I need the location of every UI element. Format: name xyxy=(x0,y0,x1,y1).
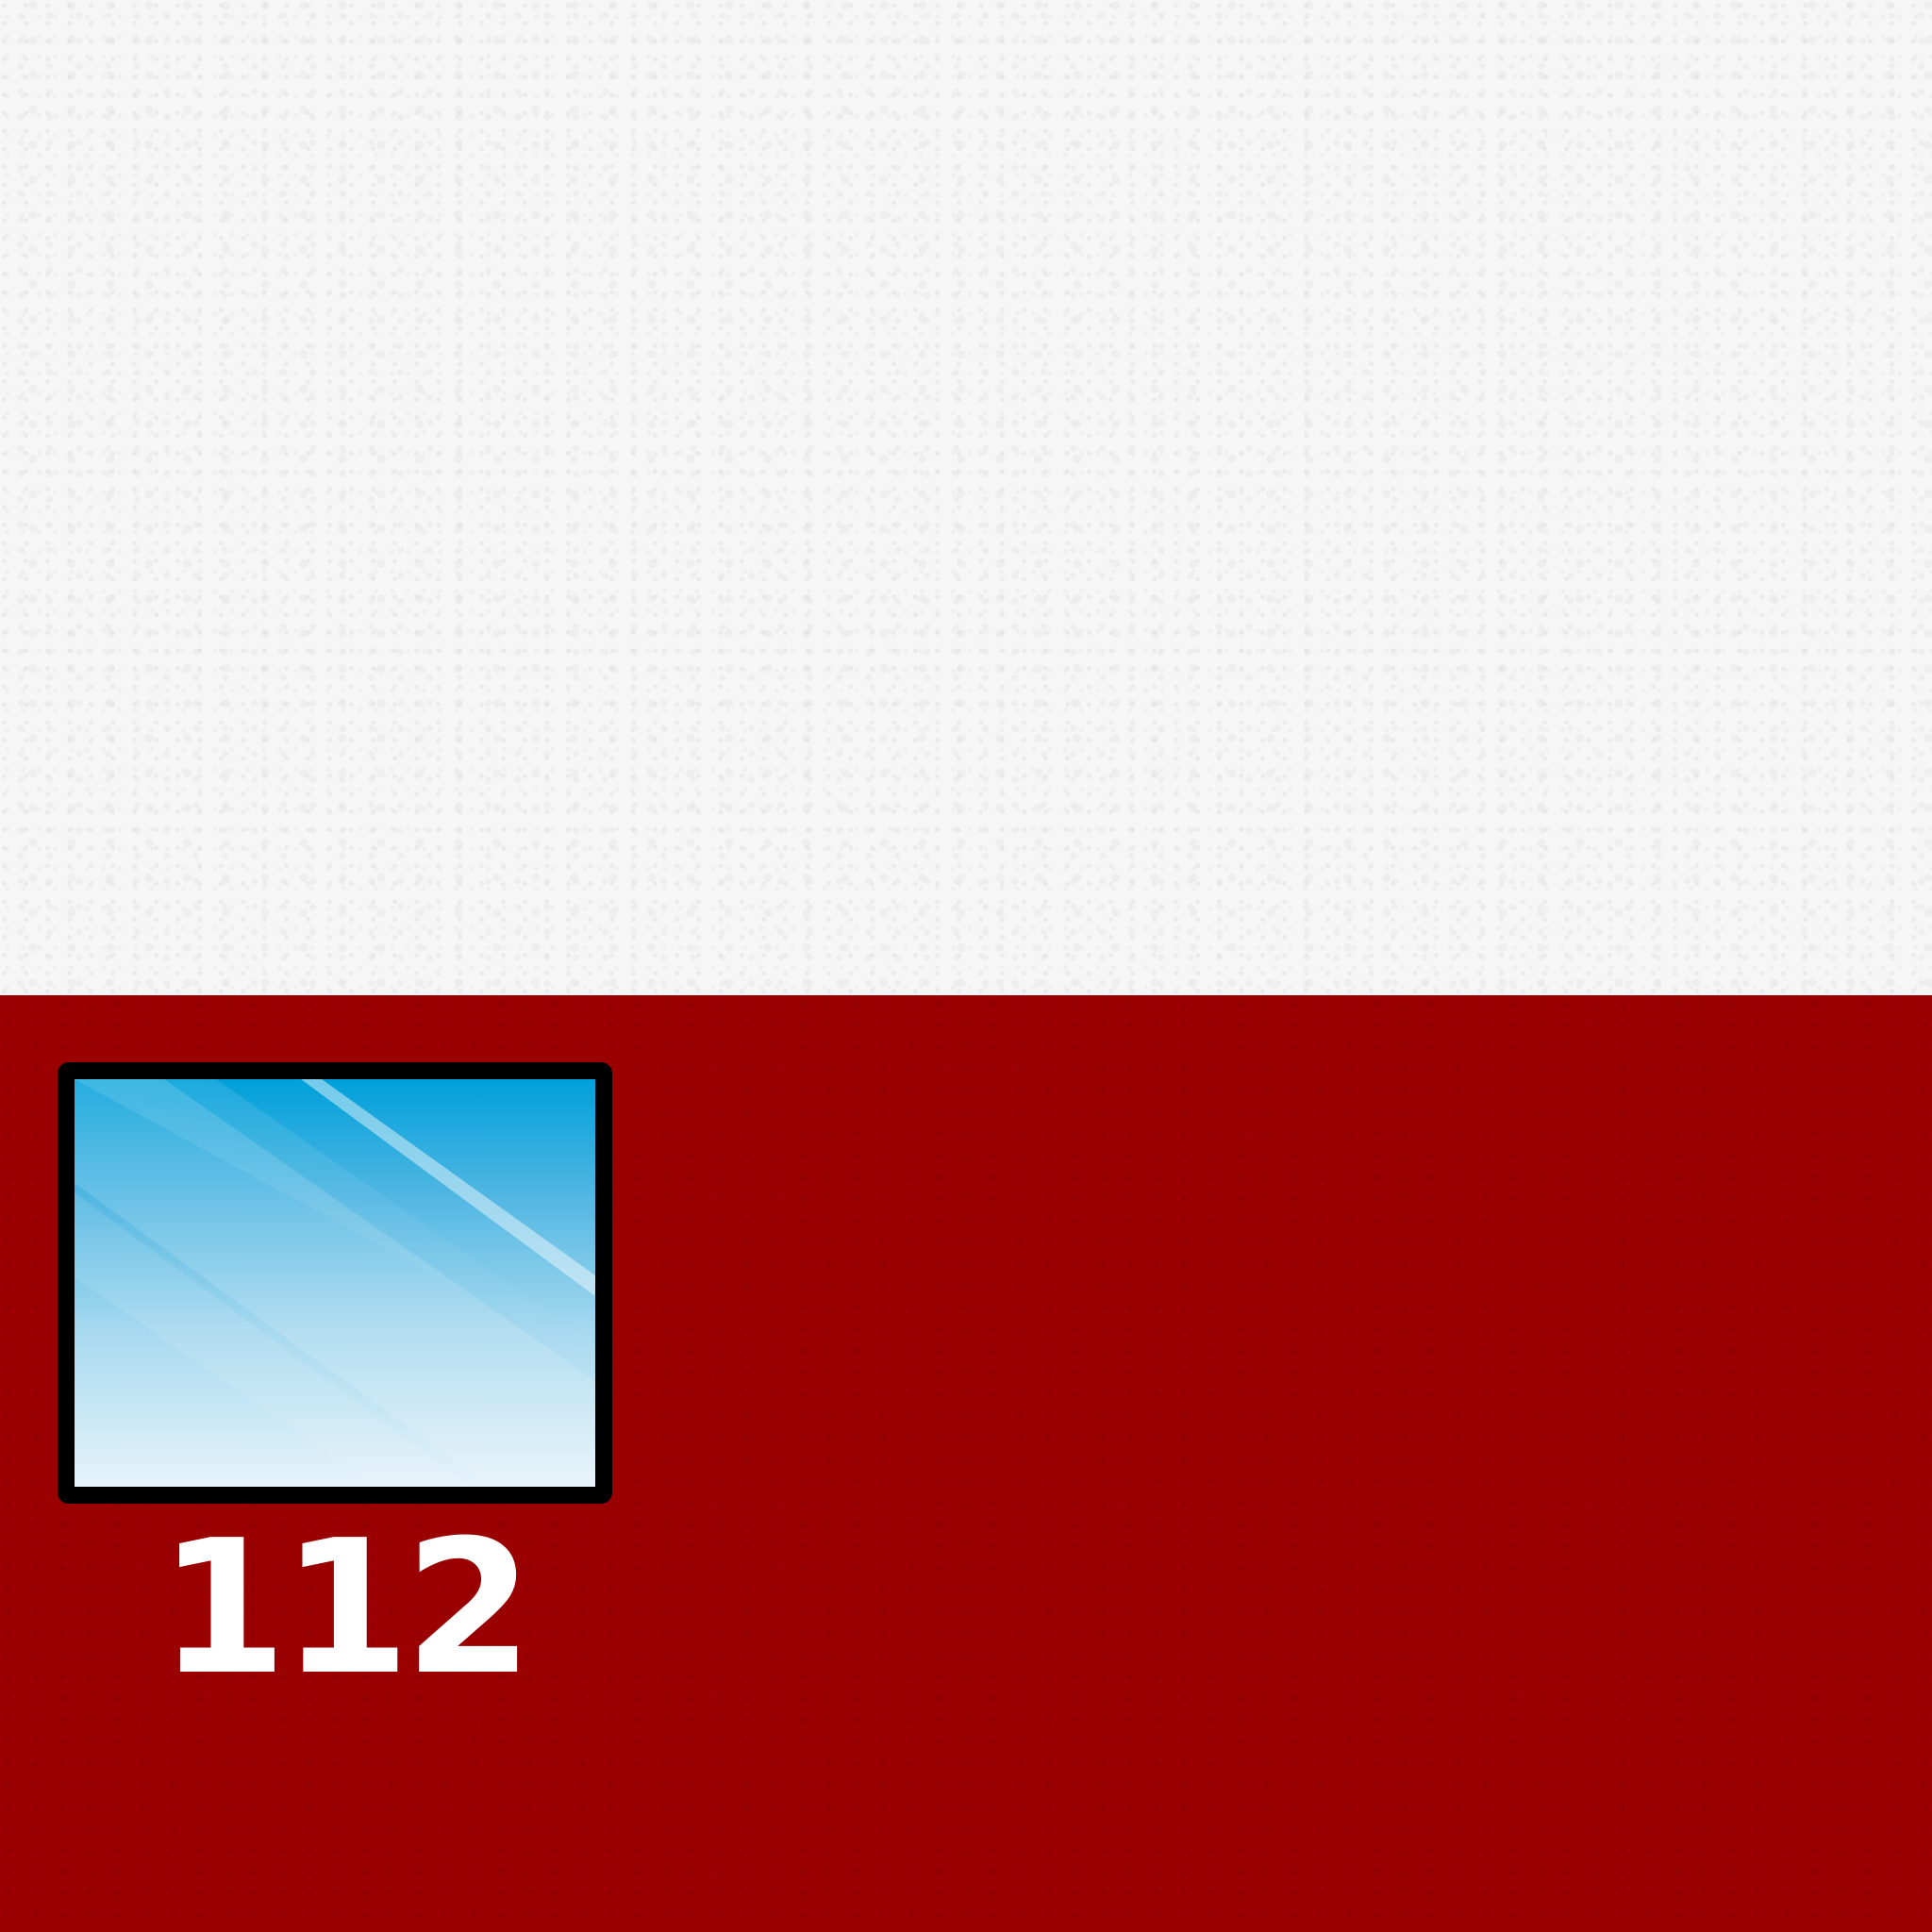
white-band xyxy=(0,0,1932,995)
glare-streak xyxy=(301,1079,595,1296)
glare-band xyxy=(75,1192,471,1487)
glare-band xyxy=(75,1079,595,1362)
glare-band xyxy=(75,1079,595,1487)
screen-glass xyxy=(75,1079,595,1487)
number-label: 112 xyxy=(158,1501,533,1716)
screen-icon xyxy=(58,1062,612,1504)
glass-reflection xyxy=(75,1079,595,1487)
